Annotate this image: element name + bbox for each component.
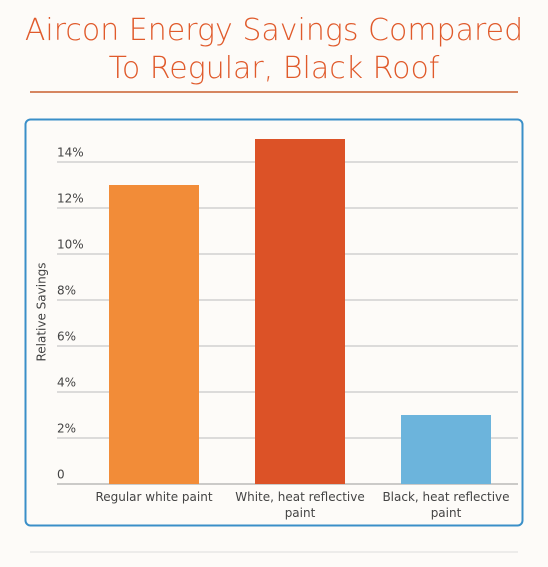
- x-tick-label: White, heat reflective paint: [235, 490, 365, 520]
- y-tick-label: 14%: [57, 146, 84, 160]
- y-tick-label: 6%: [57, 330, 76, 344]
- x-tick-box: Regular white paint: [95, 490, 213, 504]
- title-box: Aircon Energy Savings Compared To Regula…: [24, 13, 524, 86]
- y-tick-label: 4%: [57, 376, 76, 390]
- x-tick-label: Black, heat reflective paint: [382, 490, 510, 520]
- y-axis-label: Relative Savings: [35, 262, 49, 361]
- x-tick-box: Black, heat reflective paint: [382, 490, 510, 520]
- y-tick-label: 8%: [57, 284, 76, 298]
- y-tick-label: 10%: [57, 238, 84, 252]
- chart-frame: [24, 118, 524, 527]
- bar: [401, 415, 491, 484]
- bar: [255, 139, 345, 484]
- chart-title: Aircon Energy Savings Compared To Regula…: [24, 13, 524, 86]
- y-tick-label: 0: [57, 468, 65, 482]
- bar: [109, 185, 199, 484]
- y-tick-label: 2%: [57, 422, 76, 436]
- x-tick-label: Regular white paint: [95, 490, 213, 504]
- y-tick-label: 12%: [57, 192, 84, 206]
- x-tick-box: White, heat reflective paint: [235, 490, 365, 520]
